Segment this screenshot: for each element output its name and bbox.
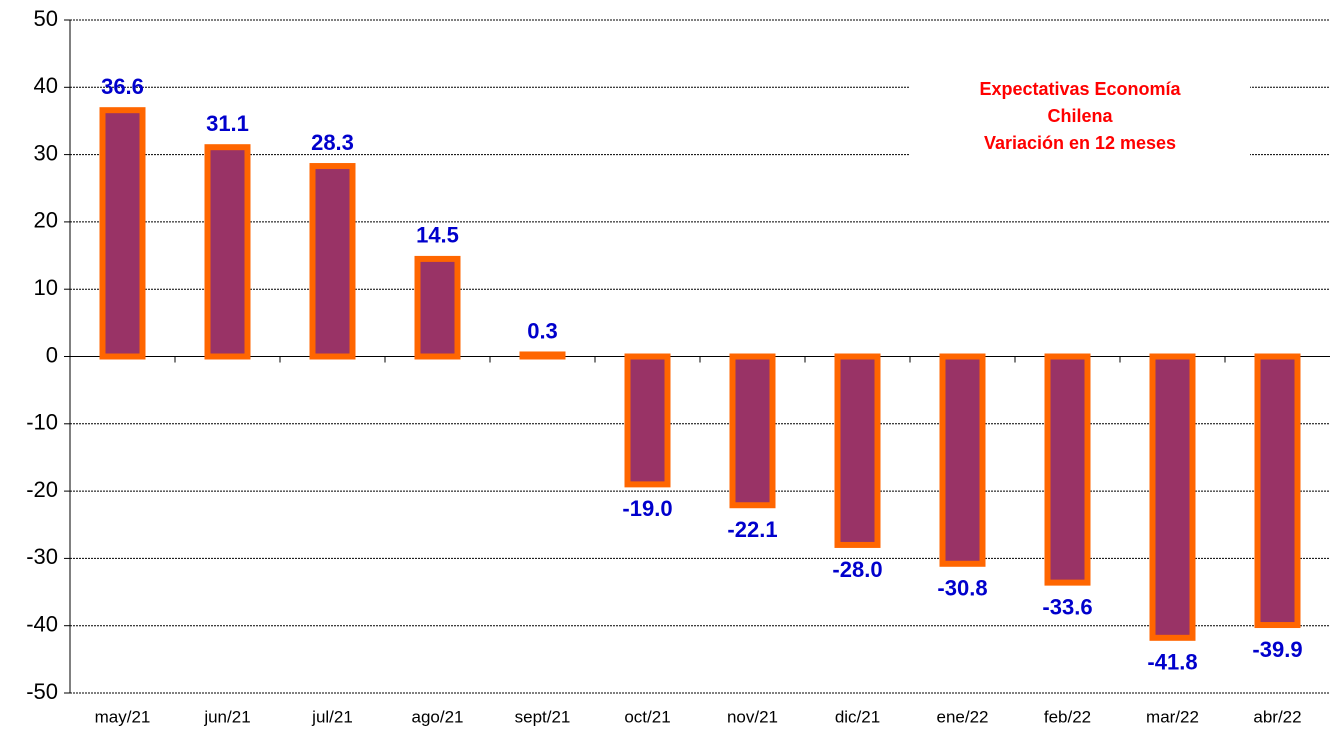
value-label: 0.3 <box>527 318 558 343</box>
y-tick-label: 40 <box>34 73 58 98</box>
x-tick-label: feb/22 <box>1044 707 1091 726</box>
chart-title: Expectativas Economía <box>979 79 1181 99</box>
y-tick-label: -50 <box>26 679 58 704</box>
x-tick-label: ene/22 <box>937 707 989 726</box>
value-label: -28.0 <box>832 557 882 582</box>
y-tick-label: -20 <box>26 477 58 502</box>
value-label: -30.8 <box>937 576 987 601</box>
value-label: -19.0 <box>622 496 672 521</box>
bar <box>939 353 986 567</box>
y-tick-label: -10 <box>26 410 58 435</box>
x-tick-label: mar/22 <box>1146 707 1199 726</box>
bar <box>1149 353 1196 641</box>
x-tick-label: dic/21 <box>835 707 880 726</box>
bar <box>414 255 461 360</box>
x-tick-label: abr/22 <box>1253 707 1301 726</box>
value-label: 36.6 <box>101 74 144 99</box>
x-tick-label: jul/21 <box>311 707 353 726</box>
value-label: 28.3 <box>311 130 354 155</box>
bar <box>834 353 881 548</box>
bar <box>519 351 566 360</box>
bar <box>204 144 251 360</box>
y-tick-label: -30 <box>26 544 58 569</box>
chart-title: Chilena <box>1047 106 1113 126</box>
bar <box>1044 353 1091 586</box>
chart-title: Variación en 12 meses <box>984 133 1176 153</box>
bar <box>309 163 356 360</box>
x-tick-label: oct/21 <box>624 707 670 726</box>
bar <box>729 353 776 509</box>
bar <box>1254 353 1301 629</box>
y-tick-label: 30 <box>34 140 58 165</box>
y-tick-label: 10 <box>34 275 58 300</box>
y-tick-label: 0 <box>46 342 58 367</box>
x-tick-label: may/21 <box>95 707 151 726</box>
bar <box>99 107 146 360</box>
value-label: 14.5 <box>416 223 459 248</box>
value-label: -22.1 <box>727 517 777 542</box>
title-box <box>910 68 1250 164</box>
bar <box>624 353 671 488</box>
x-tick-label: jun/21 <box>203 707 250 726</box>
value-label: 31.1 <box>206 111 249 136</box>
y-tick-label: -40 <box>26 612 58 637</box>
x-tick-label: ago/21 <box>412 707 464 726</box>
x-tick-label: sept/21 <box>515 707 571 726</box>
value-label: -33.6 <box>1042 594 1092 619</box>
y-tick-label: 50 <box>34 6 58 31</box>
value-label: -41.8 <box>1147 650 1197 675</box>
x-tick-label: nov/21 <box>727 707 778 726</box>
y-tick-label: 20 <box>34 208 58 233</box>
value-label: -39.9 <box>1252 637 1302 662</box>
